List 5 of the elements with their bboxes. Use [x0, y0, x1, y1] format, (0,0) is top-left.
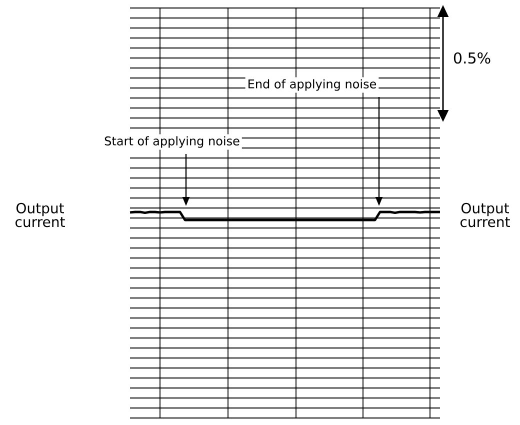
- text: End of applying noise: [248, 79, 376, 91]
- text: Start of applying noise: [104, 136, 240, 148]
- y2-axis-title: Output current: [460, 202, 510, 228]
- text: 0.5%: [454, 52, 490, 64]
- y-axis-title: Output current: [16, 202, 65, 228]
